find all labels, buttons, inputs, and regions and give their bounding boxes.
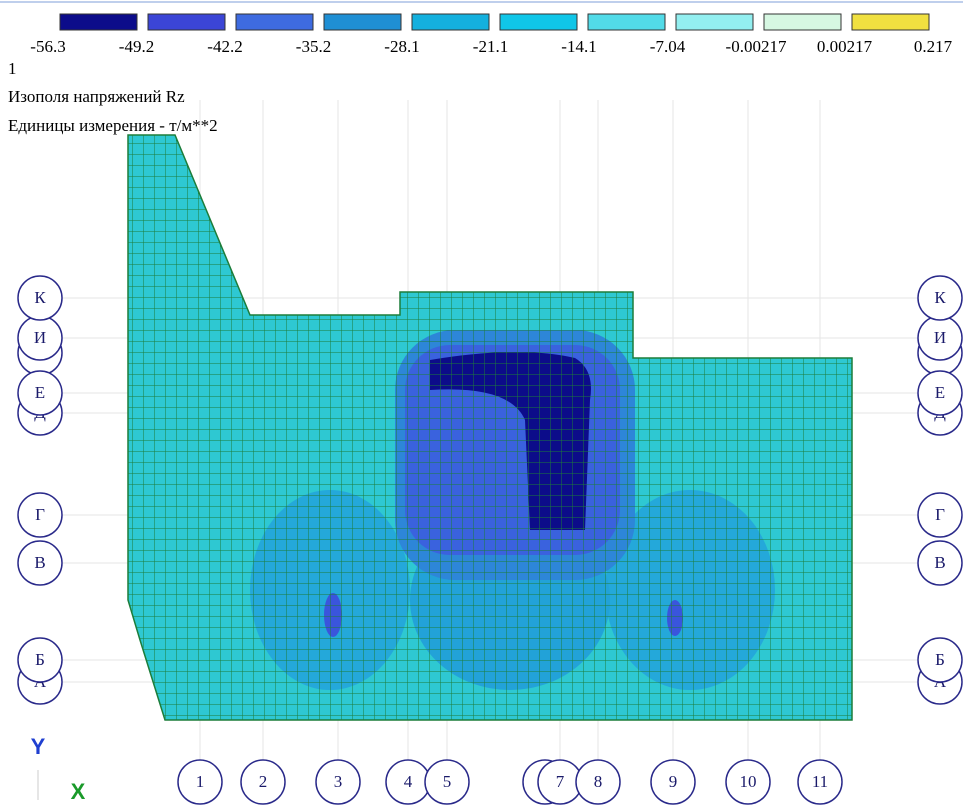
- case-number: 1: [8, 59, 17, 78]
- legend-label: -28.1: [384, 37, 419, 56]
- row-axis-label: И: [34, 328, 46, 347]
- x-axis-label: X: [71, 779, 86, 804]
- plot-title: Изополя напряжений Rz: [8, 87, 185, 106]
- column-axis-label: 10: [740, 772, 757, 791]
- row-axis-label: К: [34, 288, 46, 307]
- legend-swatch: [500, 14, 577, 30]
- row-axis-label: Г: [935, 505, 945, 524]
- column-axis-label: 11: [812, 772, 828, 791]
- column-axis-label: 8: [594, 772, 603, 791]
- column-axis-label: 2: [259, 772, 268, 791]
- row-axis-label: Б: [935, 650, 945, 669]
- row-axis-label: Е: [935, 383, 945, 402]
- units-label: Единицы измерения - т/м**2: [8, 116, 218, 135]
- legend-swatch: [60, 14, 137, 30]
- column-axis-label: 4: [404, 772, 413, 791]
- plate: [120, 130, 860, 730]
- row-axis-label: В: [34, 553, 45, 572]
- legend-label: -14.1: [561, 37, 596, 56]
- row-axis-label: Б: [35, 650, 45, 669]
- y-axis-label: Y: [31, 734, 46, 759]
- legend-label: -42.2: [207, 37, 242, 56]
- legend: -56.3 -49.2 -42.2 -35.2 -28.1 -21.1 -14.1 -7.04…: [30, 14, 952, 56]
- row-axis-label: Г: [35, 505, 45, 524]
- screen: -56.3 -49.2 -42.2 -35.2 -28.1 -21.1 -14.1 -7.04…: [0, 0, 963, 809]
- legend-swatch: [324, 14, 401, 30]
- legend-label: -7.04: [650, 37, 686, 56]
- legend-label: -0.00217: [726, 37, 787, 56]
- column-axis-label: 9: [669, 772, 678, 791]
- legend-label: -21.1: [473, 37, 508, 56]
- column-axis-label: 3: [334, 772, 343, 791]
- legend-swatch: [588, 14, 665, 30]
- column-axis-label: 7: [556, 772, 565, 791]
- legend-swatch: [764, 14, 841, 30]
- row-axis-label: И: [934, 328, 946, 347]
- legend-swatch: [676, 14, 753, 30]
- legend-swatch: [148, 14, 225, 30]
- row-axis-label: Е: [35, 383, 45, 402]
- legend-swatch: [412, 14, 489, 30]
- row-axis-label: К: [934, 288, 946, 307]
- legend-label: -49.2: [119, 37, 154, 56]
- legend-swatch: [852, 14, 929, 30]
- column-axis-label: 1: [196, 772, 205, 791]
- legend-label: 0.217: [914, 37, 953, 56]
- legend-label: -56.3: [30, 37, 65, 56]
- row-axis-label: В: [934, 553, 945, 572]
- legend-swatch: [236, 14, 313, 30]
- legend-label: -35.2: [296, 37, 331, 56]
- column-axis-label: 5: [443, 772, 452, 791]
- legend-label: 0.00217: [817, 37, 873, 56]
